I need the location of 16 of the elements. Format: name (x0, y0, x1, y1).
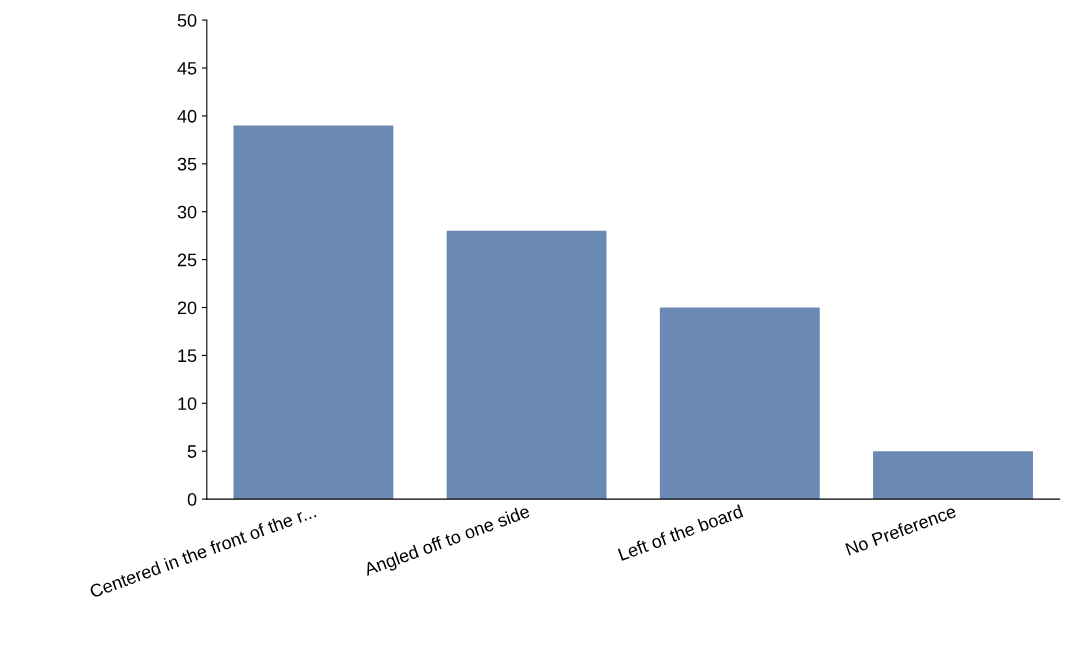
y-tick-label: 30 (177, 205, 197, 219)
y-tick-label: 50 (177, 14, 197, 27)
y-tick-label: 45 (177, 62, 197, 75)
x-tick-label: Left of the board (617, 504, 744, 561)
y-tick-label: 10 (178, 397, 197, 411)
bar (446, 230, 607, 500)
bar (659, 307, 820, 500)
y-tick-label: 25 (177, 253, 197, 267)
y-tick-label: 5 (187, 445, 197, 458)
y-tick-label: 40 (177, 109, 197, 123)
y-tick-label: 15 (178, 349, 197, 363)
bar (873, 451, 1033, 500)
y-tick-label: 20 (177, 301, 197, 315)
y-tick-label: 0 (187, 493, 197, 506)
bar (233, 125, 394, 500)
y-tick-label: 35 (177, 157, 197, 171)
